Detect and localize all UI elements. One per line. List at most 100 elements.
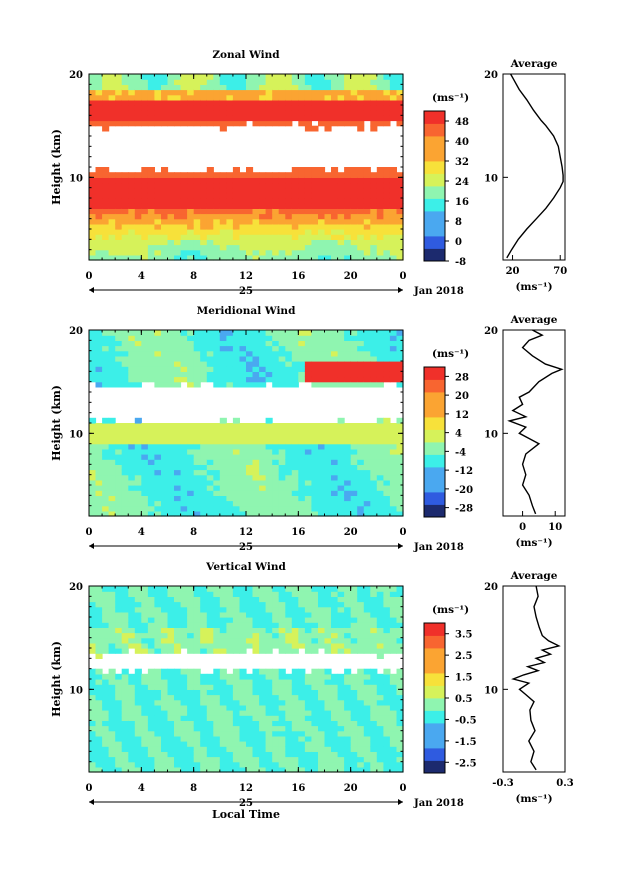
heatmap-cell xyxy=(285,366,293,372)
heatmap-cell xyxy=(213,340,221,347)
heatmap-cell xyxy=(115,479,123,486)
heatmap-cell xyxy=(121,756,129,763)
heatmap-cell xyxy=(376,715,384,721)
heatmap-cell xyxy=(285,454,293,460)
heatmap-cell xyxy=(344,617,352,623)
heatmap-cell xyxy=(344,459,352,465)
heatmap-cell xyxy=(272,668,280,675)
heatmap-cell xyxy=(115,694,123,701)
heatmap-cell xyxy=(134,720,142,727)
heatmap-cell xyxy=(363,704,371,711)
heatmap-cell xyxy=(246,611,254,618)
heatmap-cell xyxy=(344,84,352,91)
heatmap-cell xyxy=(239,720,247,727)
heatmap-cell xyxy=(232,229,240,235)
heatmap-cell xyxy=(311,74,319,80)
heatmap-cell xyxy=(272,761,280,768)
heatmap-cell xyxy=(115,591,123,597)
heatmap-cell xyxy=(304,187,312,194)
colorbar-tick-label: -12 xyxy=(455,466,473,477)
heatmap-cell xyxy=(219,761,227,768)
x-tick-label: 12 xyxy=(239,271,253,282)
heatmap-cell xyxy=(357,741,365,747)
heatmap-cell xyxy=(318,761,326,768)
heatmap-cell xyxy=(89,725,97,732)
heatmap-cell xyxy=(167,627,175,634)
heatmap-cell xyxy=(265,474,273,481)
heatmap-cell xyxy=(108,428,116,434)
heatmap-cell xyxy=(161,684,169,690)
heatmap-cell xyxy=(161,756,169,763)
x-tick-label: 8 xyxy=(190,783,197,794)
heatmap-cell xyxy=(226,766,234,773)
heatmap-cell xyxy=(278,182,286,189)
heatmap-cell xyxy=(95,746,103,752)
heatmap-cell xyxy=(389,443,397,450)
heatmap-cell xyxy=(193,668,201,675)
heatmap-cell xyxy=(357,611,365,618)
heatmap-cell xyxy=(141,423,149,429)
heatmap-cell xyxy=(167,182,175,189)
heatmap-cell xyxy=(331,596,339,603)
heatmap-cell xyxy=(246,79,254,85)
heatmap-cell xyxy=(246,361,254,367)
heatmap-cell xyxy=(350,376,358,383)
heatmap-cell xyxy=(389,448,397,455)
heatmap-cell xyxy=(246,239,254,246)
heatmap-cell xyxy=(252,479,260,486)
heatmap-cell xyxy=(363,673,371,680)
heatmap-cell xyxy=(252,448,260,455)
heatmap-cell xyxy=(331,74,339,80)
heatmap-cell xyxy=(370,120,378,127)
heatmap-cell xyxy=(363,637,371,644)
heatmap-cell xyxy=(370,244,378,251)
heatmap-cell xyxy=(344,254,352,261)
heatmap-cell xyxy=(350,642,358,649)
heatmap-cell xyxy=(324,710,332,716)
heatmap-cell xyxy=(324,438,332,445)
heatmap-cell xyxy=(318,500,326,507)
heatmap-cell xyxy=(200,223,208,230)
heatmap-cell xyxy=(213,500,221,507)
heatmap-cell xyxy=(389,167,397,173)
heatmap-cell xyxy=(344,110,352,116)
heatmap-cell xyxy=(265,642,273,649)
heatmap-cell xyxy=(311,105,319,111)
heatmap-cell xyxy=(239,684,247,690)
heatmap-cell xyxy=(193,330,201,336)
heatmap-cell xyxy=(350,355,358,362)
heatmap-cell xyxy=(278,505,286,512)
heatmap-cell xyxy=(259,469,267,476)
heatmap-cell xyxy=(219,766,227,773)
heatmap-cell xyxy=(304,761,312,768)
heatmap-cell xyxy=(89,417,97,424)
heatmap-cell xyxy=(232,120,240,127)
heatmap-cell xyxy=(154,704,162,711)
heatmap-cell xyxy=(318,172,326,178)
heatmap-cell xyxy=(89,735,97,742)
heatmap-cell xyxy=(252,611,260,618)
heatmap-cell xyxy=(344,198,352,204)
heatmap-cell xyxy=(383,720,391,727)
heatmap-cell xyxy=(200,355,208,362)
heatmap-cell xyxy=(357,679,365,685)
heatmap-cell xyxy=(102,172,110,178)
heatmap-cell xyxy=(161,208,169,215)
heatmap-cell xyxy=(252,474,260,481)
heatmap-cell xyxy=(265,490,273,496)
heatmap-cell xyxy=(304,229,312,235)
heatmap-cell xyxy=(239,746,247,752)
heatmap-cell xyxy=(134,490,142,496)
heatmap-cell xyxy=(311,725,319,732)
heatmap-cell xyxy=(259,187,267,194)
heatmap-cell xyxy=(213,115,221,122)
heatmap-cell xyxy=(324,500,332,507)
heatmap-cell xyxy=(389,213,397,220)
heatmap-cell xyxy=(239,355,247,362)
heatmap-cell xyxy=(311,345,319,352)
colorbar-band xyxy=(424,404,445,418)
heatmap-cell xyxy=(278,648,286,654)
heatmap-cell xyxy=(161,715,169,721)
heatmap-cell xyxy=(272,756,280,763)
heatmap-cell xyxy=(272,500,280,507)
